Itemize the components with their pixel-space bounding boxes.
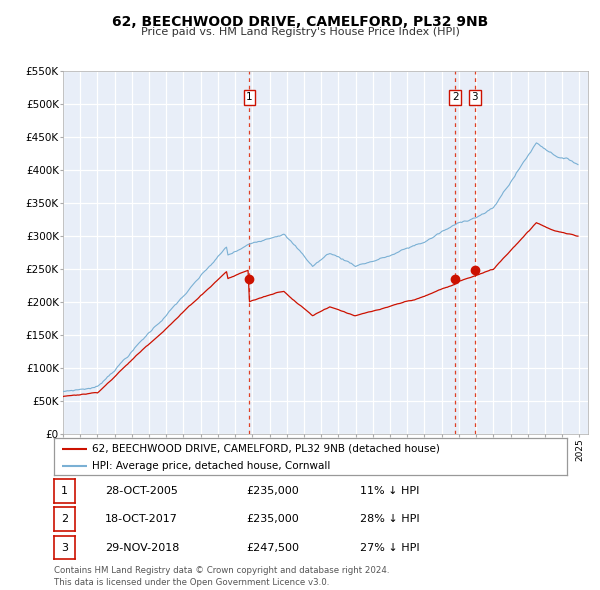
- Text: 11% ↓ HPI: 11% ↓ HPI: [360, 486, 419, 496]
- Text: Contains HM Land Registry data © Crown copyright and database right 2024.
This d: Contains HM Land Registry data © Crown c…: [54, 566, 389, 587]
- Text: 18-OCT-2017: 18-OCT-2017: [105, 514, 178, 524]
- Text: 3: 3: [472, 92, 478, 102]
- Text: 27% ↓ HPI: 27% ↓ HPI: [360, 543, 419, 552]
- Text: 2: 2: [452, 92, 458, 102]
- Text: 28% ↓ HPI: 28% ↓ HPI: [360, 514, 419, 524]
- Text: 62, BEECHWOOD DRIVE, CAMELFORD, PL32 9NB: 62, BEECHWOOD DRIVE, CAMELFORD, PL32 9NB: [112, 15, 488, 29]
- Text: Price paid vs. HM Land Registry's House Price Index (HPI): Price paid vs. HM Land Registry's House …: [140, 27, 460, 37]
- Text: 62, BEECHWOOD DRIVE, CAMELFORD, PL32 9NB (detached house): 62, BEECHWOOD DRIVE, CAMELFORD, PL32 9NB…: [92, 444, 440, 454]
- Text: £235,000: £235,000: [246, 514, 299, 524]
- Text: 1: 1: [61, 486, 68, 496]
- Text: HPI: Average price, detached house, Cornwall: HPI: Average price, detached house, Corn…: [92, 461, 331, 471]
- Text: 28-OCT-2005: 28-OCT-2005: [105, 486, 178, 496]
- Text: 29-NOV-2018: 29-NOV-2018: [105, 543, 179, 552]
- Text: £235,000: £235,000: [246, 486, 299, 496]
- Text: £247,500: £247,500: [246, 543, 299, 552]
- Text: 1: 1: [246, 92, 253, 102]
- Text: 3: 3: [61, 543, 68, 552]
- Text: 2: 2: [61, 514, 68, 524]
